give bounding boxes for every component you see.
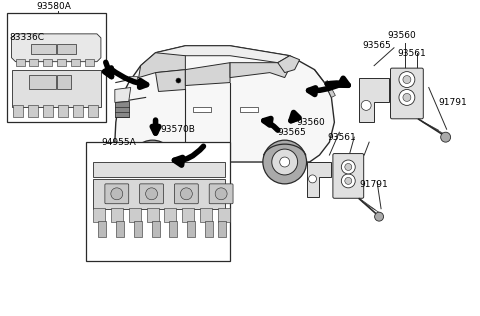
Bar (182, 208, 194, 222)
Polygon shape (57, 44, 76, 54)
Bar (7, 13, 106, 122)
Text: 93561: 93561 (327, 133, 356, 142)
Bar (129, 208, 141, 222)
Circle shape (403, 76, 411, 83)
Polygon shape (31, 44, 56, 54)
Circle shape (441, 132, 451, 142)
Bar (93, 208, 105, 222)
FancyBboxPatch shape (174, 184, 198, 204)
FancyBboxPatch shape (391, 68, 423, 119)
Polygon shape (115, 46, 335, 162)
Circle shape (176, 78, 181, 83)
Text: 93565: 93565 (362, 41, 391, 50)
Bar (240, 107, 258, 112)
Text: 93565: 93565 (278, 128, 307, 137)
Bar (187, 221, 195, 236)
Circle shape (145, 188, 157, 200)
Polygon shape (29, 75, 56, 89)
Bar (16, 59, 25, 66)
Polygon shape (93, 162, 225, 177)
Text: 94955A: 94955A (101, 138, 136, 147)
Polygon shape (116, 147, 141, 159)
Polygon shape (12, 70, 101, 107)
Bar (58, 106, 68, 117)
Circle shape (399, 89, 415, 106)
Bar (218, 221, 226, 236)
Bar (205, 221, 213, 236)
Bar (29, 59, 38, 66)
Bar (200, 208, 212, 222)
Bar (85, 59, 94, 66)
Bar (129, 76, 137, 81)
Circle shape (180, 188, 192, 200)
Circle shape (272, 149, 298, 175)
Circle shape (148, 157, 157, 167)
Circle shape (309, 175, 316, 183)
FancyBboxPatch shape (333, 154, 364, 198)
Circle shape (361, 100, 371, 110)
Polygon shape (115, 88, 131, 102)
Circle shape (263, 140, 307, 184)
Bar (146, 208, 158, 222)
Polygon shape (324, 81, 336, 97)
Text: 93560: 93560 (387, 31, 416, 40)
FancyBboxPatch shape (105, 184, 129, 204)
Circle shape (341, 160, 355, 174)
Bar (193, 107, 211, 112)
Bar (116, 221, 124, 236)
Bar (43, 106, 53, 117)
Circle shape (131, 140, 174, 184)
Polygon shape (359, 77, 389, 122)
Bar (28, 106, 38, 117)
Circle shape (374, 212, 384, 221)
Bar (13, 106, 24, 117)
Polygon shape (278, 56, 300, 73)
Polygon shape (93, 179, 225, 209)
Text: 91791: 91791 (439, 98, 468, 107)
Polygon shape (156, 46, 289, 63)
Circle shape (403, 94, 411, 101)
Circle shape (215, 188, 227, 200)
Bar (86, 142, 230, 261)
Bar (43, 59, 52, 66)
FancyBboxPatch shape (140, 184, 164, 204)
Polygon shape (139, 53, 185, 77)
Text: 91791: 91791 (359, 180, 388, 189)
Bar (71, 59, 80, 66)
Polygon shape (57, 75, 71, 89)
Polygon shape (230, 63, 289, 77)
Circle shape (345, 177, 352, 184)
Bar (88, 106, 98, 117)
Text: 93570B: 93570B (160, 125, 195, 134)
Bar (218, 208, 230, 222)
Text: 93580A: 93580A (36, 2, 71, 11)
Circle shape (280, 157, 289, 167)
Text: 93560: 93560 (297, 118, 325, 127)
Polygon shape (307, 162, 331, 197)
Text: 93561: 93561 (397, 49, 426, 58)
Polygon shape (156, 70, 185, 91)
Bar (57, 59, 66, 66)
Bar (73, 106, 83, 117)
Bar (134, 221, 142, 236)
Circle shape (341, 174, 355, 188)
Bar (98, 221, 106, 236)
Circle shape (111, 188, 123, 200)
Circle shape (345, 163, 352, 170)
Bar (169, 221, 178, 236)
FancyBboxPatch shape (209, 184, 233, 204)
Bar (111, 208, 123, 222)
Bar (152, 221, 159, 236)
Polygon shape (185, 63, 230, 86)
Bar (165, 208, 177, 222)
Text: 83336C: 83336C (10, 33, 45, 42)
Polygon shape (12, 34, 101, 62)
Circle shape (140, 149, 166, 175)
Polygon shape (115, 101, 129, 117)
Circle shape (399, 72, 415, 88)
